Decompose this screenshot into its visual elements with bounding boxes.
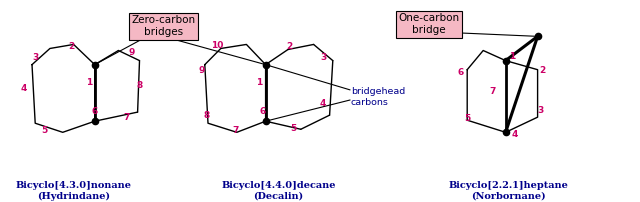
- Text: 7: 7: [490, 87, 496, 96]
- Text: 7: 7: [232, 126, 239, 135]
- Text: 7: 7: [124, 113, 130, 122]
- Text: 6: 6: [92, 107, 98, 116]
- Text: Bicyclo[4.4.0]decane
(Decalin): Bicyclo[4.4.0]decane (Decalin): [221, 181, 335, 201]
- Text: 8: 8: [204, 111, 210, 120]
- Text: 5: 5: [42, 126, 48, 135]
- Text: 2: 2: [68, 42, 75, 51]
- Text: 1: 1: [256, 78, 262, 87]
- Text: 1: 1: [86, 78, 92, 87]
- Text: Bicyclo[2.2.1]heptane
(Norbornane): Bicyclo[2.2.1]heptane (Norbornane): [449, 181, 569, 201]
- Text: 5: 5: [464, 114, 470, 123]
- Text: 9: 9: [128, 48, 134, 57]
- Text: 2: 2: [286, 42, 292, 51]
- Text: 1: 1: [509, 52, 515, 61]
- Text: 9: 9: [198, 66, 205, 75]
- Text: bridgehead
carbons: bridgehead carbons: [351, 87, 405, 107]
- Text: 2: 2: [540, 66, 546, 75]
- Text: Zero-carbon
bridges: Zero-carbon bridges: [131, 16, 195, 37]
- Text: Bicyclo[4.3.0]nonane
(Hydrindane): Bicyclo[4.3.0]nonane (Hydrindane): [15, 181, 132, 201]
- Text: 3: 3: [320, 53, 326, 62]
- Text: 4: 4: [320, 99, 326, 107]
- Text: 8: 8: [136, 81, 143, 90]
- Text: One-carbon
bridge: One-carbon bridge: [398, 14, 460, 35]
- Text: 6: 6: [259, 107, 266, 116]
- Text: 6: 6: [458, 68, 464, 77]
- Text: 3: 3: [538, 106, 544, 115]
- Text: 10: 10: [211, 41, 224, 50]
- Text: 5: 5: [290, 124, 296, 133]
- Text: 3: 3: [32, 53, 38, 62]
- Text: 4: 4: [512, 130, 518, 139]
- Text: 4: 4: [20, 84, 27, 93]
